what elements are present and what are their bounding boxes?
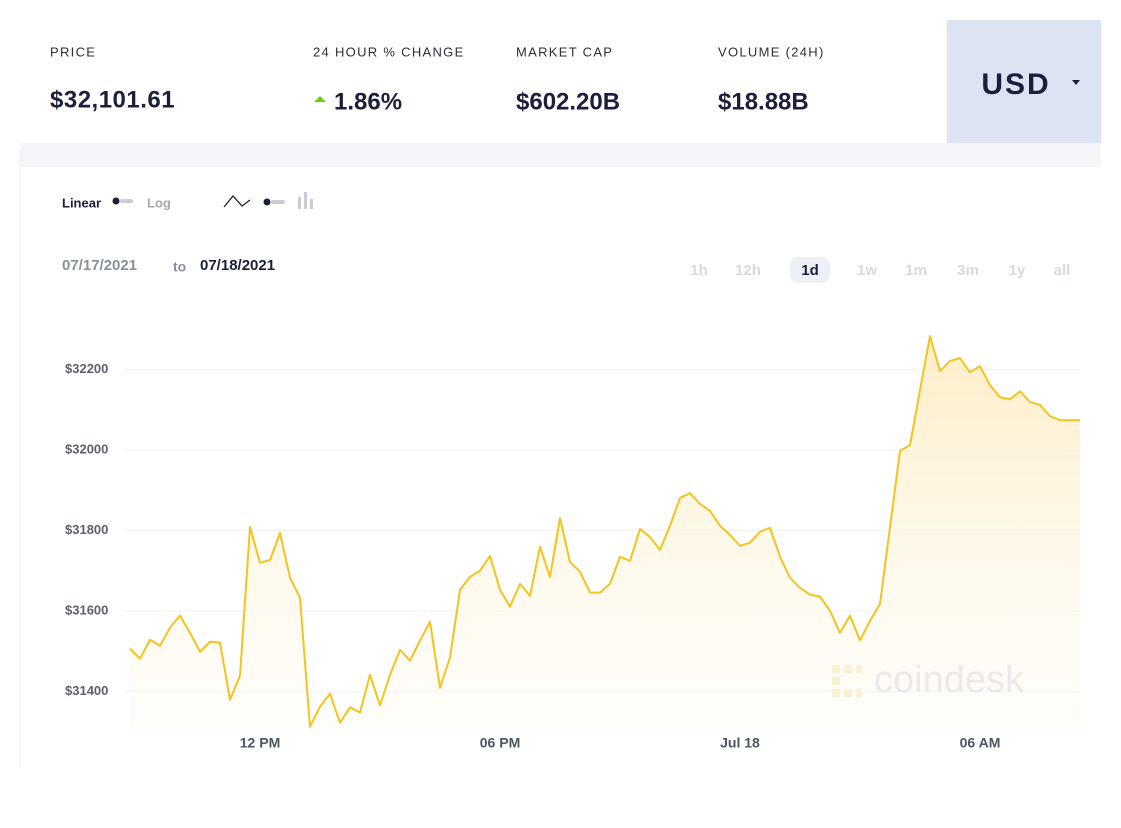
x-tick-label: 06 AM — [960, 735, 1001, 751]
range-button[interactable]: 12h — [735, 262, 761, 279]
toggle-track[interactable] — [271, 200, 285, 204]
range-button[interactable]: 1w — [857, 262, 877, 279]
y-tick-label: $31600 — [65, 603, 108, 618]
price-line — [129, 334, 1080, 728]
date-from: 07/17/2021 — [62, 257, 137, 274]
line-icon[interactable] — [223, 195, 251, 208]
stat-value: $18.88B — [718, 88, 809, 115]
y-tick-label: $31400 — [65, 683, 108, 698]
toggle-track[interactable] — [120, 199, 133, 203]
stat-label: PRICE — [50, 44, 96, 59]
currency-label[interactable]: USD — [981, 68, 1050, 101]
x-tick-label: 06 PM — [480, 735, 520, 751]
x-tick-label: 12 PM — [240, 735, 280, 751]
up-arrow — [314, 96, 326, 102]
x-tick-label: Jul 18 — [720, 735, 760, 751]
y-tick-label: $32000 — [65, 441, 108, 456]
date-separator: to — [173, 259, 186, 275]
range-button[interactable]: 1m — [905, 262, 927, 279]
stat-label: VOLUME (24H) — [718, 44, 825, 59]
range-button[interactable]: 1d — [801, 262, 819, 279]
scale-option[interactable]: Linear — [62, 195, 101, 210]
stat-value: $32,101.61 — [50, 86, 175, 113]
separator — [20, 143, 1101, 167]
stat-label: 24 HOUR % CHANGE — [313, 44, 465, 59]
scale-option[interactable]: Log — [147, 195, 171, 210]
stat-value: $602.20B — [516, 88, 620, 115]
range-button[interactable]: 1y — [1009, 262, 1026, 279]
date-to: 07/18/2021 — [200, 257, 275, 274]
y-tick-label: $32200 — [65, 361, 108, 376]
range-button[interactable]: 3m — [957, 262, 979, 279]
candle-icon[interactable] — [298, 192, 313, 209]
stat-value: 1.86% — [334, 88, 402, 115]
stat-label: MARKET CAP — [516, 44, 613, 59]
range-button[interactable]: all — [1054, 262, 1071, 279]
range-highlight — [790, 257, 830, 283]
y-tick-label: $31800 — [65, 522, 108, 537]
toggle-knob[interactable] — [112, 197, 120, 205]
toggle-knob[interactable] — [263, 198, 271, 206]
dropdown-caret — [1072, 80, 1080, 85]
area — [130, 335, 1080, 732]
range-button[interactable]: 1h — [690, 262, 708, 279]
